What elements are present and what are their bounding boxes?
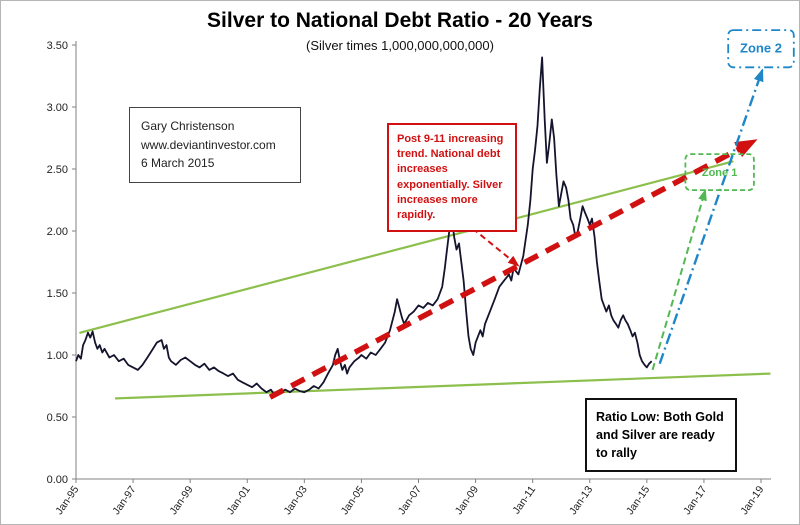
svg-text:3.50: 3.50 (47, 40, 68, 52)
svg-text:Jan-17: Jan-17 (681, 484, 709, 517)
author-note-box: Gary Christenson www.deviantinvestor.com… (129, 107, 301, 183)
author-name: Gary Christenson (141, 119, 235, 133)
svg-text:Jan-11: Jan-11 (510, 484, 538, 517)
svg-text:Jan-05: Jan-05 (339, 484, 367, 517)
chart-title: Silver to National Debt Ratio - 20 Years (207, 9, 593, 32)
svg-text:2.50: 2.50 (47, 164, 68, 176)
svg-text:Jan-15: Jan-15 (624, 484, 652, 517)
trend-annotation-box: Post 9-11 increasing trend. National deb… (387, 123, 517, 233)
svg-text:Zone 2: Zone 2 (740, 41, 782, 56)
svg-text:Zone 1: Zone 1 (702, 167, 737, 179)
svg-text:Jan-13: Jan-13 (567, 484, 595, 517)
svg-text:Jan-97: Jan-97 (110, 484, 138, 517)
svg-text:Jan-99: Jan-99 (167, 484, 195, 517)
svg-text:Jan-95: Jan-95 (53, 484, 81, 517)
author-website: www.deviantinvestor.com (141, 137, 276, 152)
svg-text:Jan-09: Jan-09 (453, 484, 481, 517)
svg-text:0.00: 0.00 (47, 474, 68, 486)
svg-text:Jan-03: Jan-03 (282, 484, 310, 517)
svg-text:Jan-07: Jan-07 (396, 484, 424, 517)
svg-text:Jan-19: Jan-19 (738, 484, 766, 517)
svg-text:Jan-01: Jan-01 (225, 484, 253, 517)
svg-text:1.00: 1.00 (47, 350, 68, 362)
chart-subtitle: (Silver times 1,000,000,000,000) (306, 38, 494, 53)
svg-text:0.50: 0.50 (47, 412, 68, 424)
author-date: 6 March 2015 (141, 156, 215, 171)
svg-text:2.00: 2.00 (47, 226, 68, 238)
svg-text:1.50: 1.50 (47, 288, 68, 300)
svg-text:3.00: 3.00 (47, 102, 68, 114)
ratio-low-annotation-box: Ratio Low: Both Gold and Silver are read… (585, 398, 737, 473)
